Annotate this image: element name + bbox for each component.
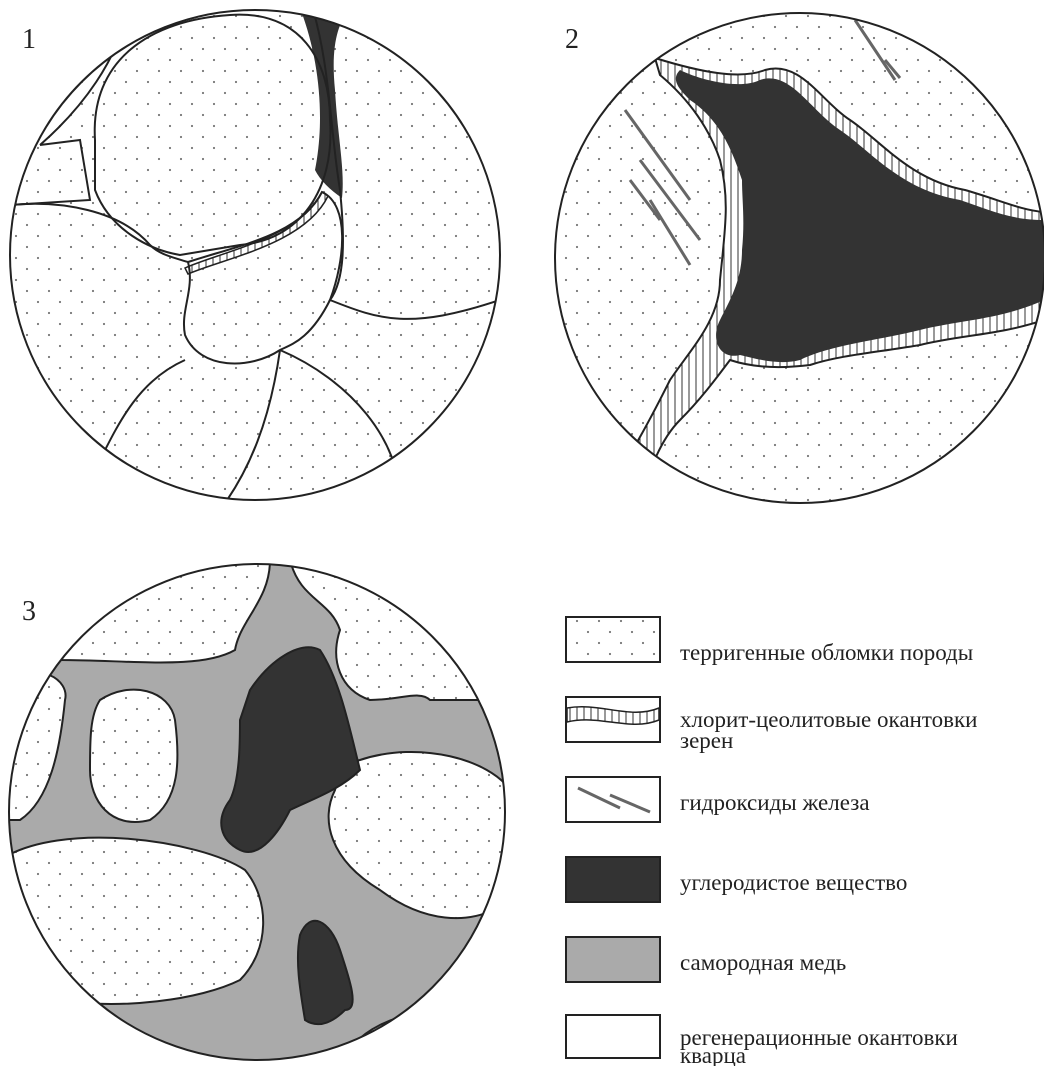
- legend-text: кварца: [680, 1043, 746, 1066]
- legend-text: гидроксиды железа: [680, 790, 870, 815]
- legend-text: углеродистое вещество: [680, 870, 907, 895]
- circle-outline: [8, 563, 506, 1061]
- thin-section-3: [9, 564, 505, 1060]
- legend-text: самородная медь: [680, 950, 846, 975]
- legend-text: регенерационные окантовки: [680, 1025, 958, 1050]
- thin-section-2: [555, 13, 1044, 503]
- panel-label: 2: [565, 24, 579, 55]
- legend-text: зерен: [680, 728, 733, 753]
- thin-section-1: [10, 10, 500, 500]
- panel-label: 3: [22, 596, 36, 627]
- circle-outline: [9, 9, 501, 501]
- circle-outline: [554, 12, 1044, 504]
- legend: терригенные обломки породы хлорит-цеолит…: [565, 616, 977, 1066]
- panel-label: 1: [22, 24, 36, 55]
- legend-text: хлорит-цеолитовые окантовки: [680, 707, 977, 732]
- legend-text: терригенные обломки породы: [680, 640, 973, 665]
